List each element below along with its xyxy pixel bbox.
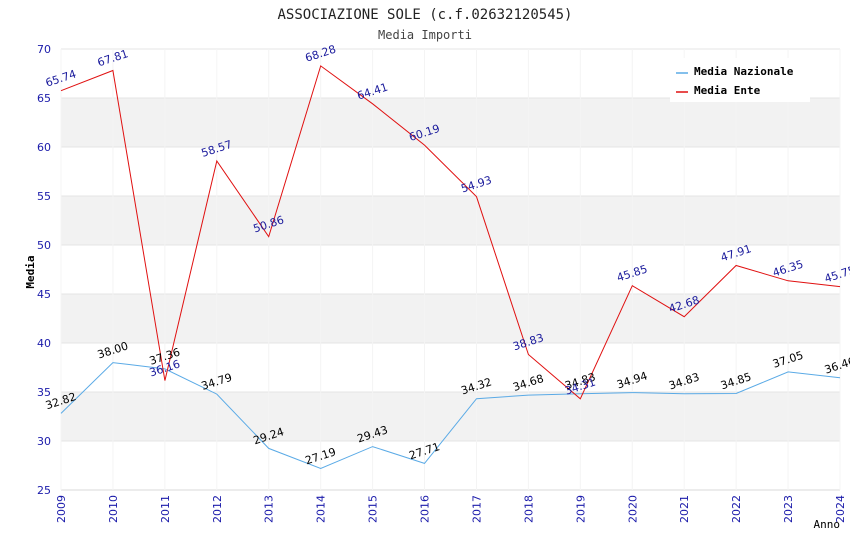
y-axis-label: Media [24, 255, 37, 288]
y-tick-label: 55 [37, 190, 51, 203]
x-tick-label: 2013 [263, 495, 276, 523]
y-tick-label: 70 [37, 43, 51, 56]
grid-band [61, 294, 840, 343]
y-tick-label: 50 [37, 239, 51, 252]
legend-label-media-nazionale: Media Nazionale [694, 65, 794, 78]
y-tick-label: 65 [37, 92, 51, 105]
legend: Media Nazionale Media Ente [670, 58, 810, 102]
x-axis-label: Anno [814, 518, 841, 531]
y-tick-label: 60 [37, 141, 51, 154]
grid-band [61, 392, 840, 441]
x-tick-label: 2018 [522, 495, 535, 523]
x-tick-label: 2019 [574, 495, 587, 523]
legend-label-media-ente: Media Ente [694, 84, 761, 97]
chart-title: ASSOCIAZIONE SOLE (c.f.02632120545) [277, 7, 572, 23]
series-lines [60, 65, 841, 470]
legend-box [670, 58, 810, 102]
x-tick-label: 2024 [834, 495, 847, 523]
series-line-media-ente [60, 65, 841, 400]
series-line-media-nazionale [60, 362, 841, 470]
x-tick-label: 2010 [107, 495, 120, 523]
y-tick-label: 45 [37, 288, 51, 301]
y-tick-label: 25 [37, 484, 51, 497]
grid-band [61, 98, 840, 147]
y-axis-ticks: 25 30 35 40 45 50 55 60 65 70 [37, 43, 51, 497]
x-tick-label: 2009 [55, 495, 68, 523]
x-axis-ticks: 2009 2010 2011 2012 2013 2014 2015 2016 2017 2018… [55, 495, 847, 523]
x-tick-label: 2011 [159, 495, 172, 523]
x-tick-label: 2017 [470, 495, 483, 523]
chart-subtitle: Media Importi [378, 28, 472, 42]
y-tick-label: 40 [37, 337, 51, 350]
x-tick-label: 2016 [419, 495, 432, 523]
x-tick-label: 2023 [782, 495, 795, 523]
x-tick-label: 2020 [626, 495, 639, 523]
x-tick-label: 2021 [678, 495, 691, 523]
y-tick-label: 35 [37, 386, 51, 399]
grid-band [61, 196, 840, 245]
x-tick-label: 2015 [367, 495, 380, 523]
x-tick-label: 2022 [730, 495, 743, 523]
x-tick-label: 2014 [315, 495, 328, 523]
gridlines [60, 48, 841, 491]
y-tick-label: 30 [37, 435, 51, 448]
grid-bands [61, 98, 840, 441]
x-tick-label: 2012 [211, 495, 224, 523]
